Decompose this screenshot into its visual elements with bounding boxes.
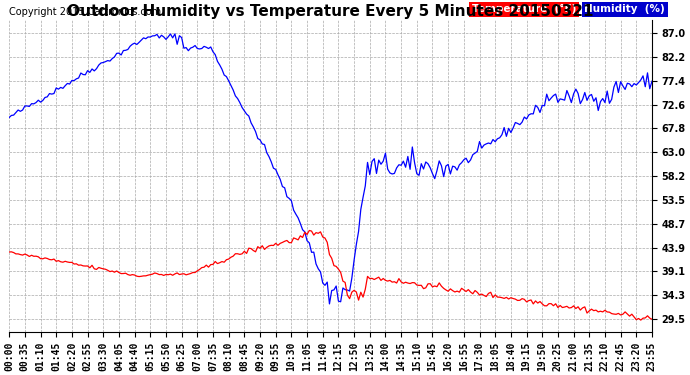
Text: Copyright 2015 Cartronics.com: Copyright 2015 Cartronics.com	[9, 7, 161, 17]
Text: Temperature  (°F): Temperature (°F)	[472, 4, 576, 15]
Text: Humidity  (%): Humidity (%)	[584, 4, 665, 14]
Title: Outdoor Humidity vs Temperature Every 5 Minutes 20150321: Outdoor Humidity vs Temperature Every 5 …	[68, 4, 594, 19]
